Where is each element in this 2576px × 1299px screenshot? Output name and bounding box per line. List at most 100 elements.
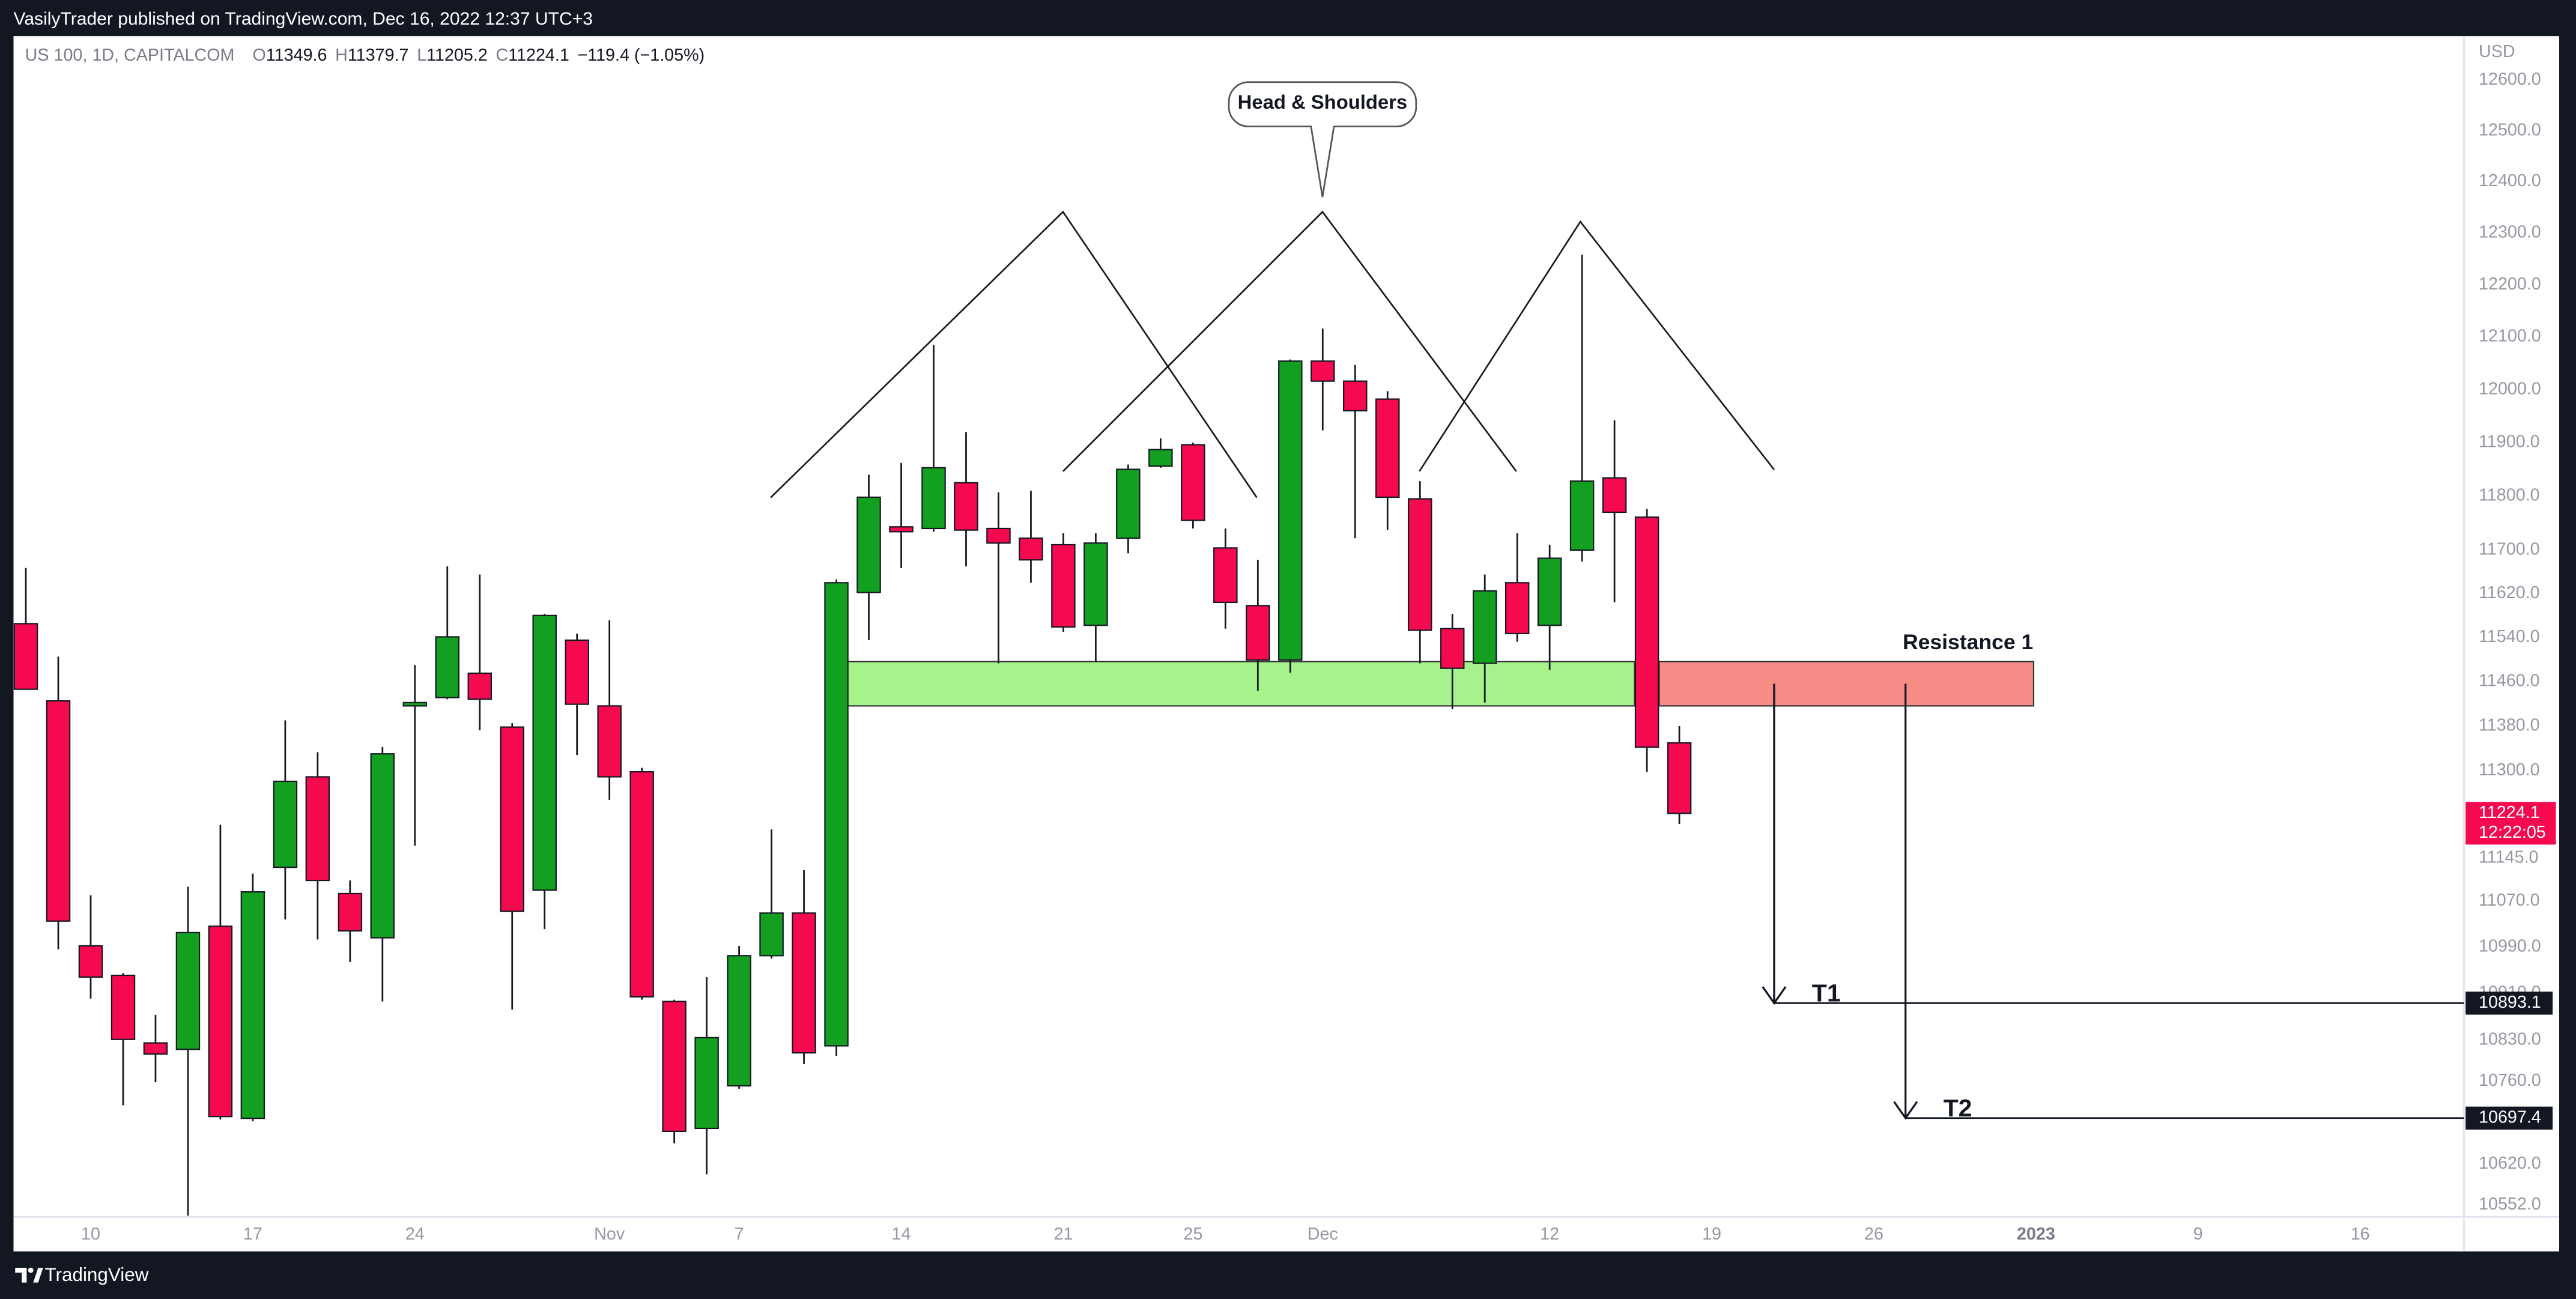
candle-body [889,526,914,533]
brand-logo [15,1267,43,1283]
candle-body [208,925,233,1118]
candle-body [1311,360,1335,382]
candle-body [662,1001,686,1132]
candle-body [629,771,654,998]
x-tick-label: 10 [81,1225,100,1244]
y-tick-label: 11540.0 [2479,627,2540,646]
y-tick-label: 11620.0 [2479,583,2540,602]
y-tick-label: 10760.0 [2479,1071,2541,1090]
support-zone [845,661,1635,707]
candle-body [1505,582,1530,635]
y-tick-label: 12100.0 [2479,327,2541,346]
y-tick-label: 11380.0 [2479,715,2540,734]
brand: TradingView [44,1264,148,1285]
candle-body [1440,628,1465,669]
x-tick-label: 16 [2351,1225,2370,1244]
last-price-label: 11224.1 [2479,803,2540,822]
candles [13,255,1692,1216]
ohlc-value: 11205.2 [426,46,488,65]
candle-body [1537,557,1562,626]
candle-body [1472,590,1497,664]
y-tick-label: 12300.0 [2479,223,2541,242]
candle-body [305,776,330,882]
candle-body [467,672,492,700]
candle-body [338,892,363,932]
x-tick-label: Dec [1308,1225,1338,1244]
y-tick-label: 11900.0 [2479,432,2540,452]
x-tick-label: 2023 [2017,1225,2055,1244]
candle-body [565,639,589,705]
candle-body [13,623,38,690]
callout [1228,81,1417,198]
target-label: T2 [1944,1094,1972,1122]
ohlc-prefix: O [253,46,266,65]
x-tick-label: 21 [1053,1225,1073,1244]
candle-body [240,891,265,1119]
candle-body [1213,547,1238,604]
x-tick-label: Nov [594,1225,625,1244]
candle-body [175,931,201,1050]
candle-body [1051,544,1076,628]
candle-body [856,496,881,593]
y-tick-label: 11800.0 [2479,486,2540,505]
y-tick-label: 12200.0 [2479,274,2541,294]
x-tick-label: 17 [243,1225,262,1244]
logo-mark [15,1268,27,1283]
candle-body [46,700,71,922]
candle-body [1407,498,1432,631]
y-tick-label: 12500.0 [2479,120,2541,139]
head-shoulders-pattern [770,81,1775,498]
candle-body [143,1042,168,1055]
target-price-label: 10893.1 [2479,993,2541,1012]
y-tick-label: 11700.0 [2479,540,2540,559]
pattern-label: Head & Shoulders [1238,91,1407,113]
candle-body [1148,449,1173,467]
ohlc-value: 11379.7 [348,46,409,65]
candle-body [435,636,460,698]
candle-body [1602,477,1627,513]
candle-body [1343,380,1368,412]
candle-body [921,467,946,530]
ohlc-prefix: H [335,46,348,65]
right-shoulder [1419,220,1775,472]
x-tick-label: 26 [1864,1225,1884,1244]
ohlc-value: 11349.6 [266,46,327,65]
logo-dot [28,1267,34,1273]
y-tick-label: 10552.0 [2479,1195,2541,1214]
candle-body [792,912,816,1054]
target-price-label: 10697.4 [2479,1107,2541,1127]
candle-body [111,974,136,1040]
candle-body [370,753,395,939]
x-tick-label: 19 [1702,1225,1721,1244]
publisher: VasilyTrader published on TradingView.co… [14,9,593,29]
zone-label: Resistance 1 [1903,630,2033,654]
candle-body [78,945,103,978]
y-tick-label: 11145.0 [2479,848,2539,867]
left-shoulder [770,210,1258,498]
candle-body [402,701,428,707]
candle-body [1083,542,1108,626]
y-tick-label: 10990.0 [2479,936,2541,955]
candle-body [500,726,524,912]
y-tick-label: 10830.0 [2479,1029,2541,1049]
y-tick-label: 10620.0 [2479,1154,2541,1173]
symbol: US 100, 1D, CAPITALCOM [25,46,235,65]
candle-body [759,912,784,957]
axes: 12600.0 12500.0 12400.0 12300.0 12200.0 12100… [81,70,2556,1244]
candle-body [954,482,978,531]
candle-body [824,582,849,1047]
x-tick-label: 14 [892,1225,911,1244]
candle-body [273,780,298,868]
change: −119.4 (−1.05%) [577,46,705,65]
y-tick-label: 11070.0 [2479,891,2540,910]
candle-body [1569,480,1595,551]
candle-body [1634,516,1659,748]
x-tick-label: 7 [735,1225,744,1244]
ohlc-value: 11224.1 [508,46,569,65]
logo-slash [33,1268,43,1283]
candle-body [1019,537,1043,561]
y-tick-label: 12400.0 [2479,171,2541,190]
head [1062,210,1517,472]
x-tick-label: 12 [1540,1225,1559,1244]
